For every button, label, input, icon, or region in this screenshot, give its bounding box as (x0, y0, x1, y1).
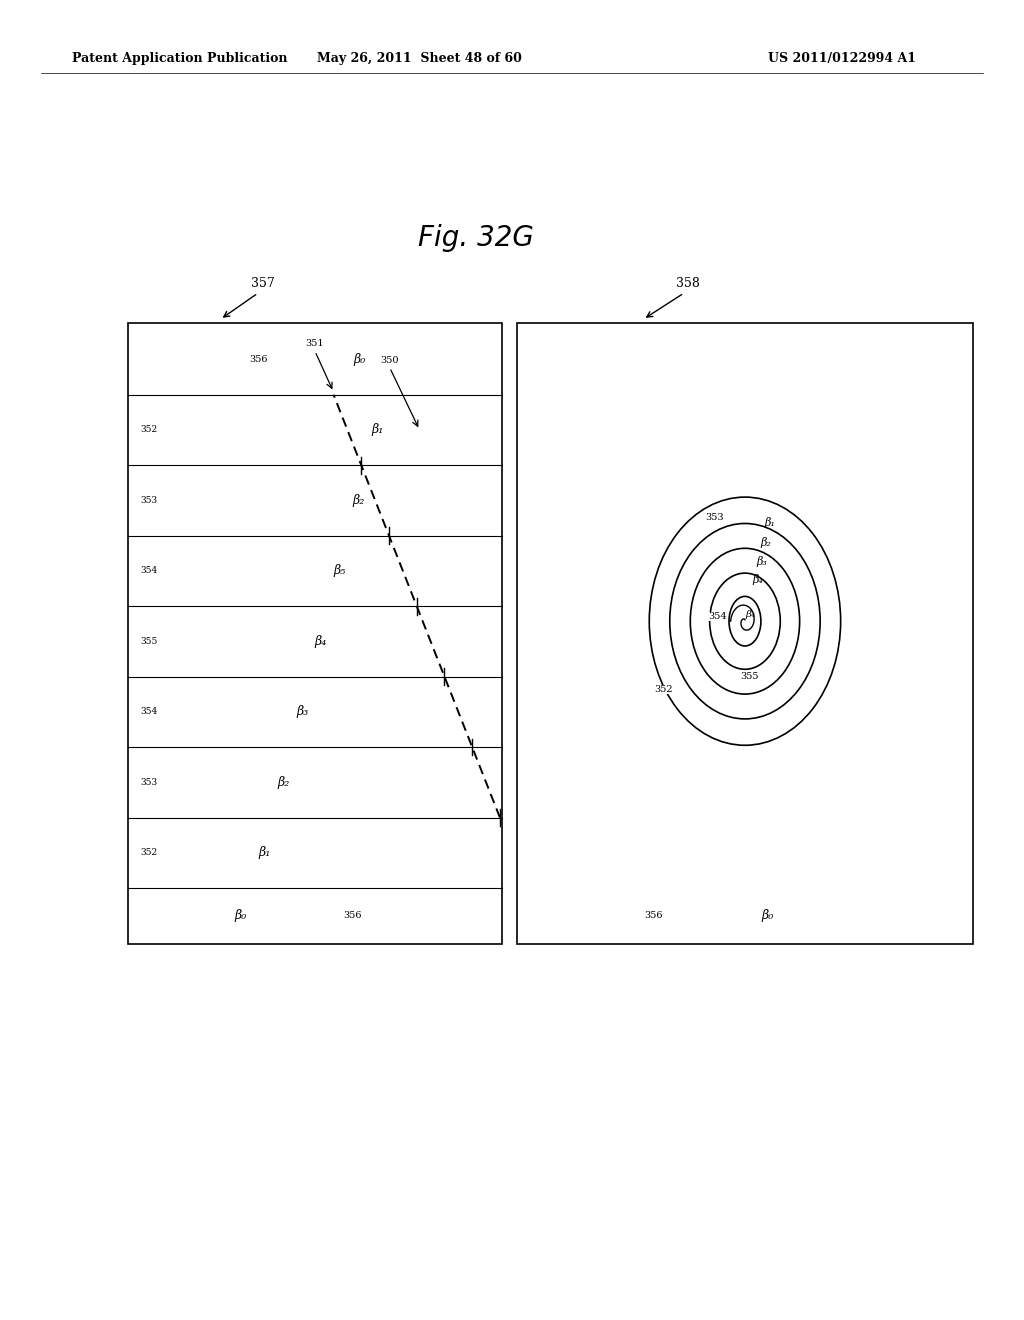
Text: 356: 356 (644, 911, 664, 920)
Text: 353: 353 (140, 496, 158, 506)
Text: β₂: β₂ (760, 537, 771, 548)
Text: 352: 352 (654, 685, 673, 694)
Bar (128, 323, 502, 944)
Text: 352: 352 (140, 849, 158, 857)
Text: 354: 354 (709, 612, 727, 620)
Text: May 26, 2011  Sheet 48 of 60: May 26, 2011 Sheet 48 of 60 (317, 51, 522, 65)
Text: β₀: β₀ (234, 909, 246, 923)
Text: β₁: β₁ (259, 846, 271, 859)
Bar (517, 323, 973, 944)
Text: US 2011/0122994 A1: US 2011/0122994 A1 (768, 51, 916, 65)
Text: β₃: β₃ (756, 556, 767, 566)
Text: 355: 355 (740, 672, 759, 681)
Text: 350: 350 (380, 356, 399, 364)
Text: β₅: β₅ (334, 565, 346, 577)
Text: 353: 353 (706, 512, 724, 521)
Text: 353: 353 (140, 777, 158, 787)
Text: 357: 357 (251, 277, 274, 290)
Text: β₃: β₃ (296, 705, 308, 718)
Text: β₄: β₄ (745, 610, 755, 619)
Text: 354: 354 (140, 708, 158, 717)
Text: β₂: β₂ (278, 776, 290, 789)
Text: β₀: β₀ (762, 909, 774, 923)
Text: 356: 356 (250, 355, 268, 363)
Text: 358: 358 (676, 277, 699, 290)
Text: Patent Application Publication: Patent Application Publication (72, 51, 287, 65)
Text: 356: 356 (343, 911, 361, 920)
Text: β₁: β₁ (764, 517, 775, 528)
Text: β₂: β₂ (352, 494, 365, 507)
Text: β₁: β₁ (371, 424, 383, 437)
Text: 351: 351 (305, 339, 325, 348)
Text: β₄: β₄ (315, 635, 327, 648)
Text: 352: 352 (140, 425, 158, 434)
Text: 354: 354 (140, 566, 158, 576)
Text: Fig. 32G: Fig. 32G (418, 223, 535, 252)
Text: β₀: β₀ (353, 352, 366, 366)
Text: 355: 355 (140, 636, 158, 645)
Text: β₄: β₄ (752, 574, 763, 585)
